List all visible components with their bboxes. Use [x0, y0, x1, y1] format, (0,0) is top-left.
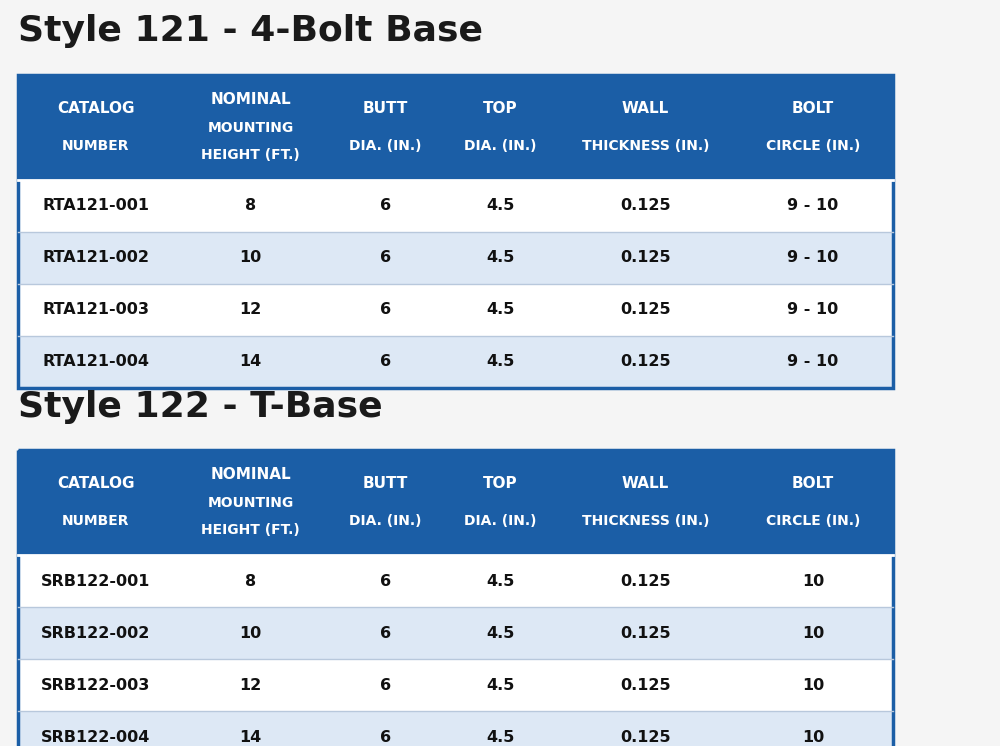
Bar: [18, 75, 893, 180]
Text: SRB122-003: SRB122-003: [41, 677, 150, 692]
Text: NOMINAL: NOMINAL: [210, 93, 291, 107]
Text: 4.5: 4.5: [486, 354, 515, 369]
Text: HEIGHT (FT.): HEIGHT (FT.): [201, 148, 300, 162]
Text: 4.5: 4.5: [486, 730, 515, 745]
Text: CATALOG: CATALOG: [57, 476, 134, 492]
Text: Style 121 - 4-Bolt Base: Style 121 - 4-Bolt Base: [18, 14, 483, 48]
Text: HEIGHT (FT.): HEIGHT (FT.): [201, 523, 300, 537]
Text: RTA121-003: RTA121-003: [42, 302, 149, 318]
Text: BUTT: BUTT: [363, 476, 408, 492]
Bar: [18, 450, 893, 746]
Text: 0.125: 0.125: [620, 730, 671, 745]
Text: CATALOG: CATALOG: [57, 101, 134, 116]
Text: 10: 10: [802, 625, 824, 641]
Text: 10: 10: [239, 625, 262, 641]
Text: 9 - 10: 9 - 10: [787, 302, 839, 318]
Text: 4.5: 4.5: [486, 198, 515, 213]
Text: BOLT: BOLT: [792, 476, 834, 492]
Text: Style 122 - T-Base: Style 122 - T-Base: [18, 390, 383, 424]
Bar: [18, 607, 893, 659]
Text: 6: 6: [380, 251, 391, 266]
Text: NUMBER: NUMBER: [62, 140, 129, 153]
Text: 6: 6: [380, 574, 391, 589]
Text: 6: 6: [380, 354, 391, 369]
Text: 0.125: 0.125: [620, 354, 671, 369]
Text: 0.125: 0.125: [620, 251, 671, 266]
Text: 10: 10: [802, 730, 824, 745]
Bar: [18, 555, 893, 607]
Text: WALL: WALL: [622, 101, 669, 116]
Text: 12: 12: [239, 302, 262, 318]
Text: SRB122-004: SRB122-004: [41, 730, 150, 745]
Bar: [18, 232, 893, 284]
Text: 10: 10: [802, 677, 824, 692]
Text: RTA121-004: RTA121-004: [42, 354, 149, 369]
Bar: [18, 450, 893, 555]
Text: 14: 14: [239, 354, 262, 369]
Text: SRB122-001: SRB122-001: [41, 574, 150, 589]
Text: 6: 6: [380, 730, 391, 745]
Text: 12: 12: [239, 677, 262, 692]
Text: 0.125: 0.125: [620, 198, 671, 213]
Text: DIA. (IN.): DIA. (IN.): [349, 140, 422, 153]
Text: DIA. (IN.): DIA. (IN.): [464, 140, 537, 153]
Text: CIRCLE (IN.): CIRCLE (IN.): [766, 140, 860, 153]
Text: TOP: TOP: [483, 476, 518, 492]
Text: 10: 10: [239, 251, 262, 266]
Text: RTA121-002: RTA121-002: [42, 251, 149, 266]
Text: 9 - 10: 9 - 10: [787, 354, 839, 369]
Bar: [18, 180, 893, 232]
Text: 4.5: 4.5: [486, 574, 515, 589]
Text: 4.5: 4.5: [486, 302, 515, 318]
Text: MOUNTING: MOUNTING: [207, 495, 294, 510]
Bar: [18, 336, 893, 388]
Text: 6: 6: [380, 625, 391, 641]
Text: 4.5: 4.5: [486, 677, 515, 692]
Text: 8: 8: [245, 198, 256, 213]
Text: 14: 14: [239, 730, 262, 745]
Bar: [18, 75, 893, 388]
Text: WALL: WALL: [622, 476, 669, 492]
Text: NOMINAL: NOMINAL: [210, 467, 291, 483]
Text: 4.5: 4.5: [486, 251, 515, 266]
Text: 0.125: 0.125: [620, 625, 671, 641]
Text: 9 - 10: 9 - 10: [787, 251, 839, 266]
Text: 6: 6: [380, 302, 391, 318]
Text: CIRCLE (IN.): CIRCLE (IN.): [766, 514, 860, 528]
Text: NUMBER: NUMBER: [62, 514, 129, 528]
Text: TOP: TOP: [483, 101, 518, 116]
Bar: [18, 711, 893, 746]
Text: BUTT: BUTT: [363, 101, 408, 116]
Bar: [18, 284, 893, 336]
Text: THICKNESS (IN.): THICKNESS (IN.): [582, 514, 709, 528]
Text: 0.125: 0.125: [620, 574, 671, 589]
Text: 6: 6: [380, 198, 391, 213]
Text: MOUNTING: MOUNTING: [207, 121, 294, 134]
Text: 9 - 10: 9 - 10: [787, 198, 839, 213]
Text: 0.125: 0.125: [620, 677, 671, 692]
Text: 10: 10: [802, 574, 824, 589]
Text: SRB122-002: SRB122-002: [41, 625, 150, 641]
Text: 4.5: 4.5: [486, 625, 515, 641]
Text: RTA121-001: RTA121-001: [42, 198, 149, 213]
Text: 0.125: 0.125: [620, 302, 671, 318]
Text: DIA. (IN.): DIA. (IN.): [349, 514, 422, 528]
Bar: [18, 659, 893, 711]
Text: 8: 8: [245, 574, 256, 589]
Text: BOLT: BOLT: [792, 101, 834, 116]
Text: 6: 6: [380, 677, 391, 692]
Text: DIA. (IN.): DIA. (IN.): [464, 514, 537, 528]
Text: THICKNESS (IN.): THICKNESS (IN.): [582, 140, 709, 153]
